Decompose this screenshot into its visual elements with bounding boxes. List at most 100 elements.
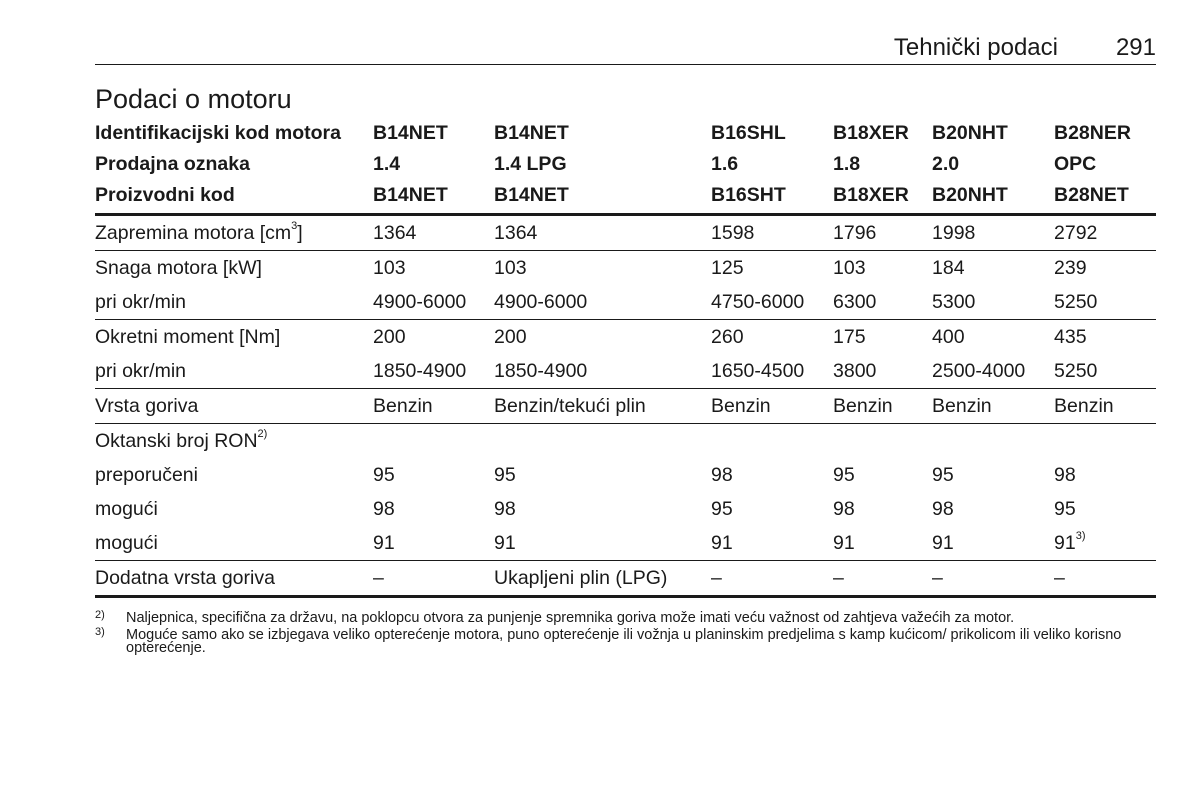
row-label: pri okr/min <box>95 359 187 382</box>
table-cell: Benzin <box>373 388 494 424</box>
table-cell <box>494 423 711 458</box>
table-cell: Benzin <box>711 388 833 424</box>
footnote-ref: 2) <box>257 427 268 440</box>
table-cell: 184 <box>932 250 1054 285</box>
row-label: mogući <box>95 497 158 520</box>
footnote-text: Naljepnica, specifična za državu, na pok… <box>126 610 1015 626</box>
table-cell: 91 <box>373 531 395 554</box>
footnote: 3) Moguće samo ako se izbjegava veliko o… <box>95 625 1156 656</box>
table-cell: 98 <box>711 463 733 486</box>
table-row: mogući 98 98 95 98 98 95 <box>95 492 1156 526</box>
table-cell: 6300 <box>833 290 877 313</box>
table-cell: 98 <box>373 497 395 520</box>
table-row: Dodatna vrsta goriva – Ukapljeni plin (L… <box>95 560 1156 598</box>
table-row: Zapremina motora [cm3] 1364 1364 1598 17… <box>95 215 1156 251</box>
table-cell: B16SHL <box>711 122 786 144</box>
table-cell: B14NET <box>373 180 494 216</box>
row-label: Vrsta goriva <box>95 388 373 424</box>
footnote-mark: 3) <box>95 625 105 638</box>
table-cell: 4900-6000 <box>494 290 588 313</box>
table-cell <box>1054 423 1156 458</box>
table-cell: 1.4 LPG <box>494 153 567 175</box>
table-cell: 1850-4900 <box>494 359 588 382</box>
table-cell: 1.8 <box>833 153 861 175</box>
table-cell: Benzin <box>932 388 1054 424</box>
table-cell: 98 <box>494 497 516 520</box>
table-cell: 95 <box>711 497 733 520</box>
table-cell: 4900-6000 <box>373 290 467 313</box>
page-number: 291 <box>1115 34 1156 61</box>
table-cell: 91 <box>932 531 954 554</box>
table-cell: – <box>373 560 494 598</box>
table-cell: 435 <box>1054 319 1156 354</box>
table-row: Identifikacijski kod motora B14NET B14NE… <box>95 118 1156 149</box>
table-cell <box>373 423 494 458</box>
footnote-mark: 2) <box>95 609 105 621</box>
table-cell <box>833 423 932 458</box>
cell-text: 91 <box>1054 531 1076 554</box>
footnote: 2) Naljepnica, specifična za državu, na … <box>95 609 1156 626</box>
table-row: Okretni moment [Nm] 200 200 260 175 400 … <box>95 319 1156 354</box>
table-cell: 103 <box>373 250 494 285</box>
table-cell: 95 <box>833 463 855 486</box>
label-text-end: ] <box>297 221 303 244</box>
table-cell: Benzin <box>833 388 932 424</box>
table-cell: B14NET <box>373 122 448 144</box>
table-cell: 95 <box>373 463 395 486</box>
table-row: pri okr/min 1850-4900 1850-4900 1650-450… <box>95 354 1156 389</box>
table-cell: B14NET <box>494 180 711 216</box>
table-row: mogući 91 91 91 91 91 913) <box>95 526 1156 561</box>
table-cell: 95 <box>494 463 516 486</box>
table-cell: 2500-4000 <box>932 359 1026 382</box>
table-cell: Ukapljeni plin (LPG) <box>494 560 711 598</box>
table-cell: Benzin/tekući plin <box>494 388 711 424</box>
footnote-text: Moguće samo ako se izbjegava veliko opte… <box>126 626 1122 656</box>
row-label: preporučeni <box>95 463 198 486</box>
table-cell: 91 <box>494 531 516 554</box>
table-cell: 1650-4500 <box>711 359 805 382</box>
table-cell: 200 <box>373 319 494 354</box>
row-label: Proizvodni kod <box>95 180 373 216</box>
table-row: pri okr/min 4900-6000 4900-6000 4750-600… <box>95 285 1156 320</box>
table-cell: 913) <box>1054 526 1156 561</box>
running-header: Tehnički podaci 291 <box>95 34 1156 65</box>
row-label: mogući <box>95 531 158 554</box>
table-cell: 260 <box>711 319 833 354</box>
table-cell: 125 <box>711 250 833 285</box>
label-text: Zapremina motora [cm <box>95 221 292 244</box>
table-cell: 1850-4900 <box>373 359 467 382</box>
page-title: Podaci o motoru <box>95 84 292 114</box>
row-label: Identifikacijski kod motora <box>95 122 341 144</box>
row-label: Okretni moment [Nm] <box>95 319 373 354</box>
table-cell: 1.4 <box>373 153 401 175</box>
row-label: Snaga motora [kW] <box>95 250 373 285</box>
table-cell: B18XER <box>833 122 909 144</box>
table-cell: 175 <box>833 319 932 354</box>
table-row: Snaga motora [kW] 103 103 125 103 184 23… <box>95 250 1156 285</box>
row-label: Prodajna oznaka <box>95 153 250 175</box>
table-cell: 91 <box>833 531 855 554</box>
table-cell: 5300 <box>932 290 976 313</box>
table-cell: Benzin <box>1054 388 1156 424</box>
table-row: preporučeni 95 95 98 95 95 98 <box>95 458 1156 492</box>
row-label: Zapremina motora [cm3] <box>95 215 373 251</box>
table-cell <box>711 423 833 458</box>
table-cell: 95 <box>932 463 954 486</box>
superscript: 3 <box>291 219 298 232</box>
table-cell: B14NET <box>494 122 569 144</box>
label-text: Oktanski broj RON <box>95 429 258 452</box>
table-cell: 3800 <box>833 359 877 382</box>
table-cell: 91 <box>711 531 733 554</box>
table-row: Oktanski broj RON2) <box>95 423 1156 458</box>
table-cell: 1998 <box>932 221 976 244</box>
table-row: Proizvodni kod B14NET B14NET B16SHT B18X… <box>95 180 1156 216</box>
footnotes: 2) Naljepnica, specifična za državu, na … <box>95 609 1156 659</box>
table-cell: 239 <box>1054 250 1156 285</box>
table-cell: 98 <box>932 497 954 520</box>
table-cell: – <box>711 560 833 598</box>
row-label: Oktanski broj RON2) <box>95 423 373 458</box>
table-cell: 1.6 <box>711 153 739 175</box>
table-cell: 98 <box>1054 463 1076 486</box>
table-cell: 2.0 <box>932 153 960 175</box>
table-cell: – <box>932 560 1054 598</box>
